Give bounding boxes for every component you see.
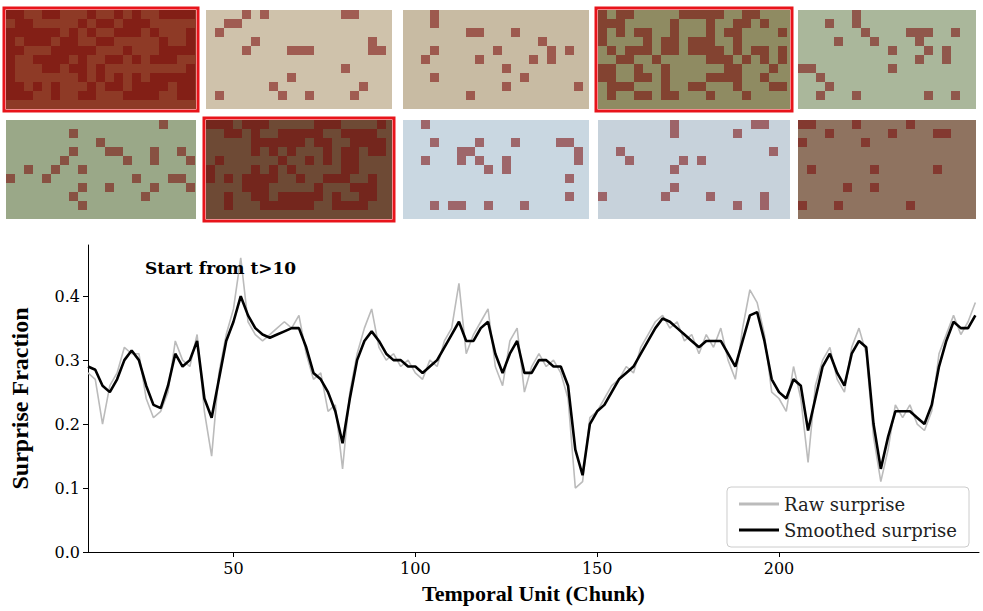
svg-text:0.1: 0.1 — [55, 479, 80, 498]
svg-text:200: 200 — [764, 559, 795, 578]
svg-text:Smoothed surprise: Smoothed surprise — [784, 520, 957, 541]
svg-text:0.0: 0.0 — [55, 543, 80, 562]
svg-text:0.3: 0.3 — [55, 351, 80, 370]
svg-text:Surprise Fraction: Surprise Fraction — [7, 308, 33, 490]
svg-text:Raw surprise: Raw surprise — [784, 494, 905, 515]
svg-text:Temporal Unit (Chunk): Temporal Unit (Chunk) — [422, 581, 645, 606]
svg-text:0.2: 0.2 — [55, 415, 80, 434]
svg-text:150: 150 — [582, 559, 613, 578]
svg-text:100: 100 — [400, 559, 431, 578]
svg-text:0.4: 0.4 — [55, 287, 80, 306]
svg-text:50: 50 — [223, 559, 243, 578]
svg-text:Start from t>10: Start from t>10 — [145, 258, 296, 278]
